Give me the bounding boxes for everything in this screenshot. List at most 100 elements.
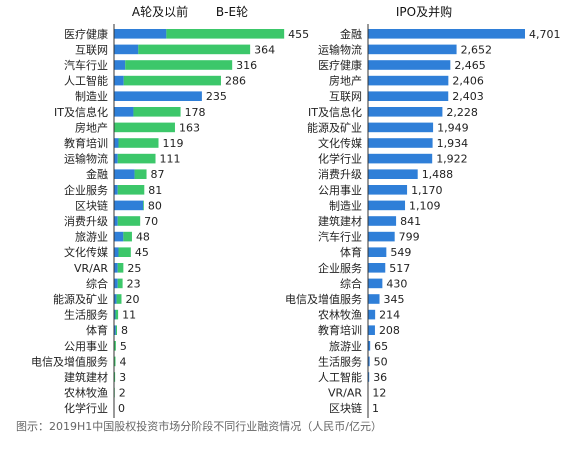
category-label: 运输物流 xyxy=(64,152,108,166)
data-label: 2,403 xyxy=(452,90,484,103)
bar-ipo xyxy=(368,107,442,117)
bar-be-round xyxy=(118,138,158,148)
data-label: 12 xyxy=(372,387,386,400)
bar-a-round xyxy=(114,263,118,273)
data-label: 5 xyxy=(120,340,127,353)
data-label: 0 xyxy=(118,402,125,415)
category-label: 能源及矿业 xyxy=(307,120,362,134)
category-label: 制造业 xyxy=(329,198,362,212)
category-label: 人工智能 xyxy=(318,370,362,384)
category-label: 制造业 xyxy=(75,89,108,103)
bar-be-round xyxy=(143,201,144,211)
bar-be-round xyxy=(114,123,175,133)
category-label: 消费升级 xyxy=(64,214,108,228)
data-label: 4,701 xyxy=(529,28,561,41)
bar-be-round xyxy=(118,247,130,257)
category-label: 汽车行业 xyxy=(64,58,108,72)
bar-be-round xyxy=(115,310,118,320)
category-label: 旅游业 xyxy=(329,339,362,353)
data-label: 8 xyxy=(121,324,128,337)
category-label: 建筑建材 xyxy=(64,370,108,384)
bar-ipo xyxy=(368,169,418,179)
category-label: 生活服务 xyxy=(64,308,108,322)
bar-a-round xyxy=(114,45,138,55)
category-label: 房地产 xyxy=(75,120,108,134)
category-label: 金融 xyxy=(340,27,362,41)
bar-be-round xyxy=(138,45,250,55)
category-label: 体育 xyxy=(340,245,362,259)
category-label: 企业服务 xyxy=(64,183,108,197)
data-label: 455 xyxy=(288,28,309,41)
data-label: 364 xyxy=(254,43,275,56)
data-label: 1,109 xyxy=(409,199,441,212)
data-label: 799 xyxy=(399,231,420,244)
category-label: 房地产 xyxy=(329,74,362,88)
data-label: 2,652 xyxy=(461,43,493,56)
category-label: 公用事业 xyxy=(318,184,362,197)
category-label: 企业服务 xyxy=(318,261,362,275)
category-label: IT及信息化 xyxy=(54,105,108,119)
category-label: 文化传媒 xyxy=(64,245,108,259)
data-label: 45 xyxy=(135,246,149,259)
category-label: 建筑建材 xyxy=(318,214,362,228)
category-label: 人工智能 xyxy=(64,74,108,88)
bar-a-round xyxy=(114,201,143,211)
data-label: 11 xyxy=(122,309,136,322)
bar-be-round xyxy=(123,232,132,242)
data-label: 70 xyxy=(144,215,158,228)
category-label: 能源及矿业 xyxy=(53,292,108,306)
bar-ipo xyxy=(368,45,457,55)
category-label: 区块链 xyxy=(329,401,362,415)
bar-be-round xyxy=(117,294,122,304)
category-label: 教育培训 xyxy=(64,136,108,150)
bar-a-round xyxy=(114,138,118,148)
bar-be-round xyxy=(133,107,180,117)
data-label: 2,406 xyxy=(452,75,484,88)
bar-a-round xyxy=(114,29,166,39)
data-label: 50 xyxy=(374,355,388,368)
bar-a-round xyxy=(114,60,125,70)
figure-caption: 图示：2019H1中国股权投资市场分阶段不同行业融资情况（人民币/亿元） xyxy=(16,418,382,434)
category-label: 汽车行业 xyxy=(318,230,362,244)
bar-ipo xyxy=(368,325,375,335)
data-label: 163 xyxy=(179,121,200,134)
category-label: 电信及增值服务 xyxy=(31,354,108,368)
bar-be-round xyxy=(118,154,156,164)
bar-a-round xyxy=(114,216,118,226)
data-label: 119 xyxy=(163,137,184,150)
bar-be-round xyxy=(118,216,140,226)
data-label: 1 xyxy=(372,402,379,415)
data-label: 81 xyxy=(148,184,162,197)
category-label: 医疗健康 xyxy=(318,58,362,72)
bar-ipo xyxy=(368,29,525,39)
category-label: 互联网 xyxy=(329,90,362,103)
category-label: 教育培训 xyxy=(318,323,362,337)
data-label: 65 xyxy=(374,340,388,353)
bar-a-round xyxy=(114,185,118,195)
bar-ipo xyxy=(368,60,450,70)
bar-a-round xyxy=(114,169,135,179)
bar-ipo xyxy=(368,123,433,133)
category-label: VR/AR xyxy=(328,387,362,400)
bar-ipo xyxy=(368,154,432,164)
data-label: 430 xyxy=(386,277,407,290)
bar-a-round xyxy=(114,232,123,242)
data-label: 549 xyxy=(390,246,411,259)
data-label: 2,228 xyxy=(446,106,478,119)
bar-ipo xyxy=(368,185,407,195)
category-label: VR/AR xyxy=(74,262,108,275)
bar-ipo xyxy=(368,294,380,304)
data-label: 23 xyxy=(127,277,141,290)
legend-label: A轮及以前 xyxy=(132,4,188,19)
data-label: 316 xyxy=(236,59,257,72)
data-label: 87 xyxy=(151,168,165,181)
data-label: 178 xyxy=(185,106,206,119)
bar-ipo xyxy=(368,76,448,86)
bar-ipo xyxy=(368,91,448,101)
bar-ipo xyxy=(368,279,382,289)
bar-ipo xyxy=(368,232,395,242)
data-label: 3 xyxy=(119,371,126,384)
bar-be-round xyxy=(116,325,117,335)
